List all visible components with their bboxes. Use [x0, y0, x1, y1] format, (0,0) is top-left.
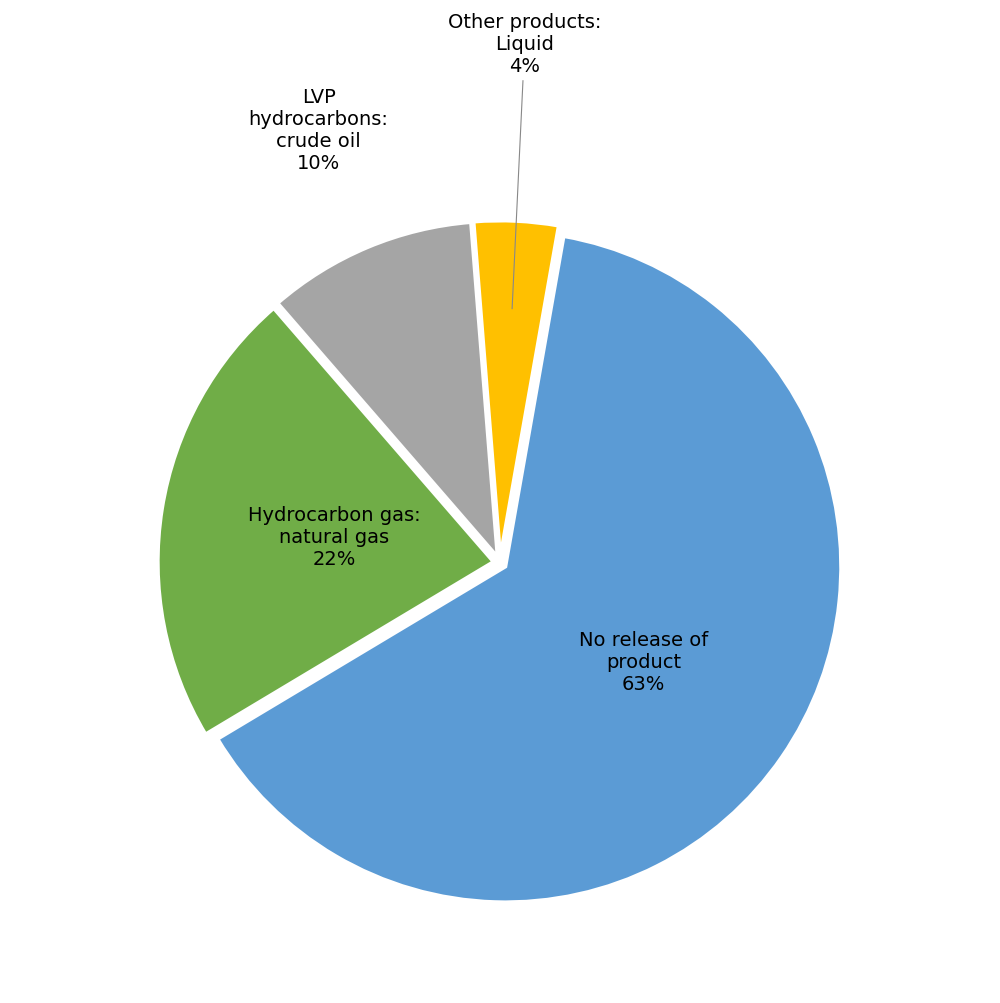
Text: Hydrocarbon gas:
natural gas
22%: Hydrocarbon gas: natural gas 22% — [248, 506, 421, 569]
Wedge shape — [474, 222, 559, 557]
Wedge shape — [278, 223, 497, 557]
Wedge shape — [218, 237, 841, 903]
Text: No release of
product
63%: No release of product 63% — [579, 631, 708, 694]
Text: Other products:
Liquid
4%: Other products: Liquid 4% — [448, 13, 601, 310]
Wedge shape — [158, 309, 493, 734]
Text: LVP
hydrocarbons:
crude oil
10%: LVP hydrocarbons: crude oil 10% — [249, 88, 389, 174]
